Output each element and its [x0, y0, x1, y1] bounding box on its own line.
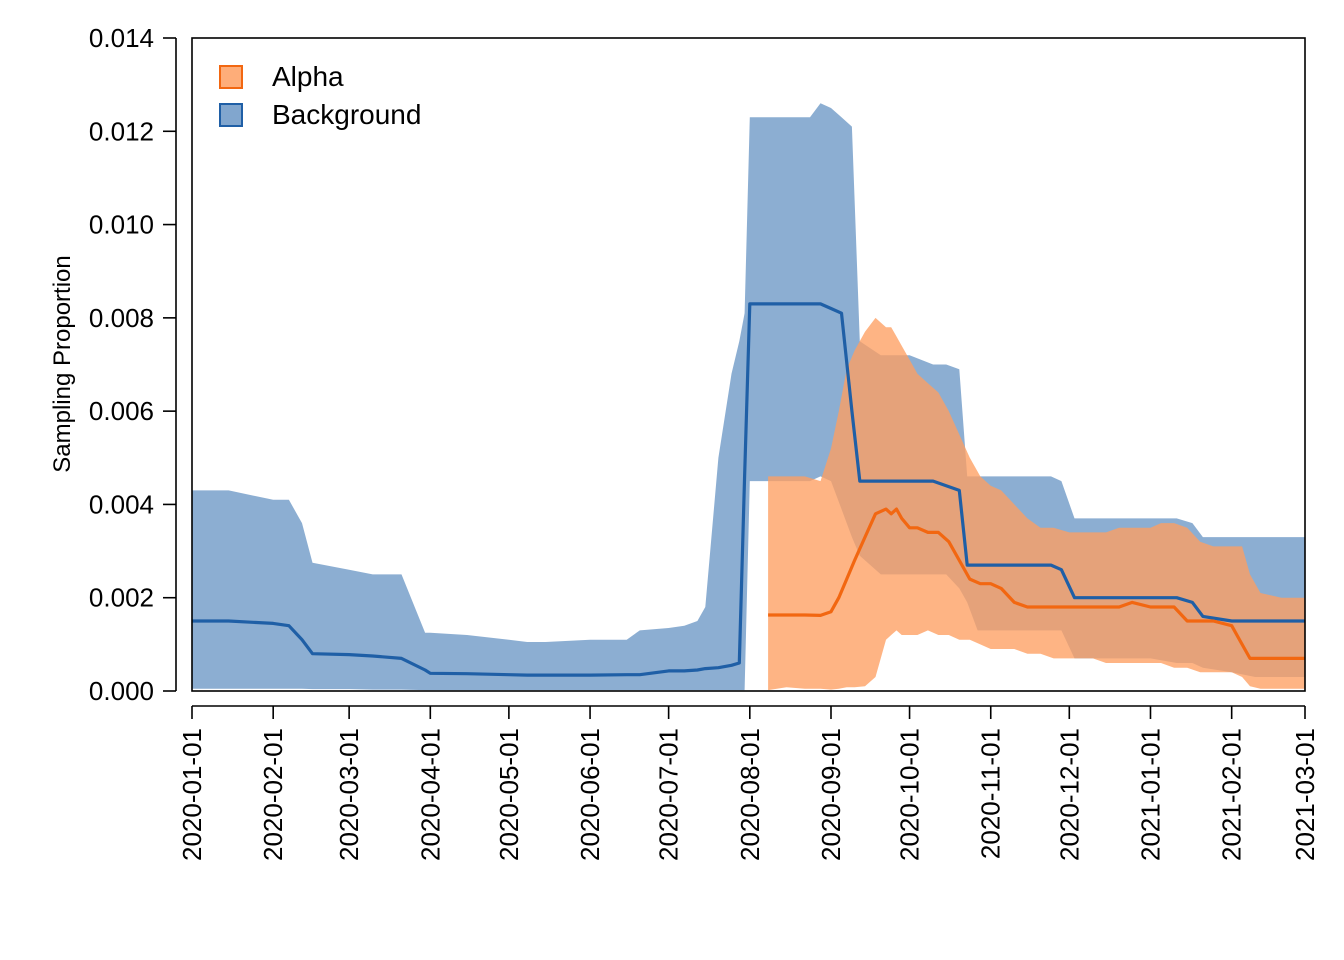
- y-tick-label: 0.006: [89, 396, 154, 426]
- x-tick-label: 2020-01-01: [177, 728, 207, 861]
- plot-frame: [191, 37, 1306, 692]
- alpha-mean-line: [768, 507, 1305, 661]
- x-tick-label: 2021-03-01: [1290, 728, 1320, 861]
- y-tick-label: 0.010: [89, 210, 154, 240]
- y-tick-label: 0.008: [89, 303, 154, 333]
- x-tick-label: 2020-03-01: [334, 728, 364, 861]
- x-tick-label: 2020-09-01: [816, 728, 846, 861]
- background-mean-line: [192, 302, 1305, 677]
- x-axis: 2020-01-01 2020-02-01 2020-03-01 2020-04-01…: [177, 705, 1320, 861]
- x-tick-label: 2020-05-01: [494, 728, 524, 861]
- x-tick-label: 2020-06-01: [575, 728, 605, 861]
- x-tick-label: 2021-02-01: [1217, 728, 1247, 861]
- legend-swatch-background: [219, 103, 243, 127]
- y-axis: 0.000 0.002 0.004 0.006 0.008 0.010 0.012 0.014: [89, 23, 177, 706]
- mean-lines: [192, 302, 1305, 677]
- x-tick-label: 2020-07-01: [654, 728, 684, 861]
- y-axis-title: Sampling Proportion: [49, 255, 76, 472]
- x-tick-label: 2020-10-01: [895, 728, 925, 861]
- y-tick-label: 0.000: [89, 676, 154, 706]
- x-tick-label: 2020-04-01: [415, 728, 445, 861]
- y-tick-label: 0.004: [89, 489, 154, 519]
- legend-label-alpha: Alpha: [272, 61, 344, 92]
- legend-swatch-alpha: [219, 65, 243, 89]
- x-tick-label: 2020-12-01: [1054, 728, 1084, 861]
- legend-label-background: Background: [272, 99, 421, 130]
- x-tick-label: 2021-01-01: [1136, 728, 1166, 861]
- x-tick-label: 2020-11-01: [976, 728, 1006, 859]
- x-tick-label: 2020-02-01: [258, 728, 288, 861]
- legend: Alpha Background: [219, 61, 421, 130]
- x-tick-label: 2020-08-01: [735, 728, 765, 861]
- y-tick-label: 0.014: [89, 23, 154, 53]
- y-tick-label: 0.012: [89, 116, 154, 146]
- y-tick-label: 0.002: [89, 583, 154, 613]
